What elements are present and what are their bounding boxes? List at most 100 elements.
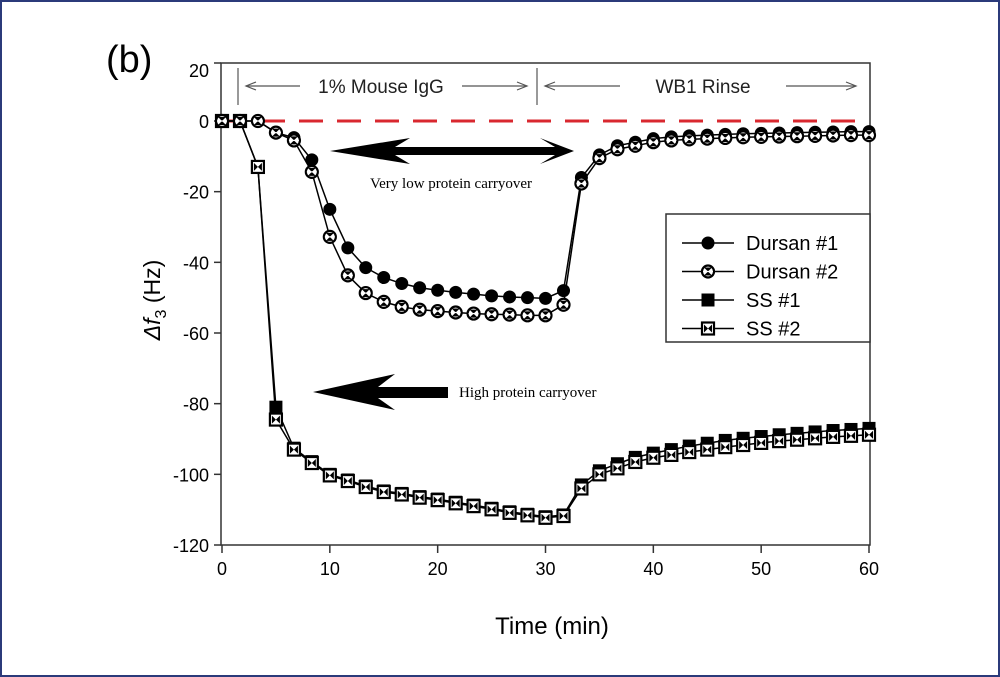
data-point: [286, 133, 302, 148]
marker-core: [541, 311, 550, 320]
data-point: [232, 113, 248, 129]
marker-bowtie: [361, 483, 370, 492]
panel-label: (b): [106, 39, 152, 81]
x-tick-label: 40: [643, 559, 663, 579]
data-point: [467, 287, 481, 301]
data-point: [395, 277, 409, 291]
data-point: [377, 271, 391, 285]
data-point: [538, 308, 553, 323]
data-point: [646, 450, 661, 465]
data-point: [825, 429, 841, 444]
marker-core: [505, 310, 514, 319]
marker-bowtie: [811, 434, 820, 443]
y-tick-label: -80: [183, 395, 209, 415]
data-point: [789, 432, 805, 447]
y-tick-label: -100: [173, 465, 209, 485]
data-point: [268, 125, 284, 140]
data-point: [484, 307, 499, 322]
marker-core: [559, 300, 568, 309]
marker-core: [703, 134, 712, 143]
marker-box: [484, 502, 499, 517]
marker-bowtie: [325, 471, 334, 480]
data-point: [700, 131, 715, 146]
data-point: [358, 285, 373, 301]
marker-bowtie: [865, 430, 873, 439]
marker-bowtie: [757, 438, 766, 447]
marker-core: [271, 128, 280, 137]
data-point: [412, 302, 427, 317]
marker-bowtie: [559, 512, 568, 521]
data-point: [340, 473, 355, 489]
data-point: [340, 268, 355, 283]
marker-bowtie: [379, 488, 388, 496]
data-point: [664, 447, 679, 462]
marker-core: [595, 154, 604, 163]
marker-bowtie: [685, 448, 694, 457]
phase-label-rinse: WB1 Rinse: [655, 77, 750, 98]
marker-bowtie: [343, 477, 352, 486]
data-point: [628, 138, 643, 153]
marker-bowtie: [704, 324, 712, 333]
marker-bowtie: [451, 499, 460, 508]
legend-label: Dursan #1: [746, 233, 838, 255]
legend-item: SS #1: [682, 290, 800, 312]
x-tick-label: 30: [535, 559, 555, 579]
marker-core: [577, 179, 586, 188]
y-tick-label: 0: [199, 112, 209, 132]
marker-bowtie: [667, 450, 676, 459]
legend-marker-icon: [700, 321, 716, 336]
data-point: [610, 461, 625, 476]
data-point: [305, 153, 319, 167]
marker-bowtie: [739, 441, 748, 450]
data-point: [304, 455, 319, 471]
data-point: [286, 442, 302, 457]
marker-core: [829, 131, 838, 140]
marker-bowtie: [433, 496, 442, 505]
marker-bowtie: [469, 502, 478, 511]
data-point: [718, 440, 733, 455]
phase-arrow-rinse: [543, 81, 858, 91]
x-tick-label: 60: [859, 559, 879, 579]
marker-bowtie: [595, 470, 604, 479]
data-point: [718, 130, 733, 146]
data-point: [502, 307, 517, 322]
phase-arrow-igg: [244, 81, 529, 91]
data-point: [413, 281, 427, 295]
data-point: [322, 229, 337, 244]
marker-core: [775, 132, 784, 141]
data-point: [466, 306, 481, 321]
data-point: [485, 289, 499, 303]
data-point: [538, 510, 553, 525]
data-point: [556, 508, 571, 524]
marker-core: [721, 133, 730, 142]
data-point: [431, 283, 445, 297]
marker-core: [236, 117, 245, 125]
marker-core: [793, 132, 802, 141]
marker-bowtie: [487, 505, 496, 514]
data-point: [214, 113, 230, 129]
data-point: [448, 496, 463, 511]
data-point: [736, 437, 751, 453]
marker-bowtie: [703, 445, 712, 454]
data-point: [754, 435, 769, 450]
data-point: [646, 135, 661, 150]
marker-core: [289, 136, 298, 145]
marker-core: [523, 311, 532, 320]
y-tick-label: -60: [183, 324, 209, 344]
marker-core: [757, 132, 766, 141]
legend-label: SS #2: [746, 319, 800, 341]
marker-core: [739, 133, 748, 142]
data-point: [503, 290, 517, 304]
x-tick-label: 50: [751, 559, 771, 579]
marker-core: [253, 117, 262, 125]
data-point: [341, 241, 355, 255]
data-point: [412, 490, 427, 505]
data-point: [682, 132, 697, 147]
marker-core: [704, 267, 712, 276]
marker-core: [307, 167, 316, 176]
data-point: [825, 128, 841, 143]
marker-core: [451, 308, 460, 317]
annotation-text-low: Very low protein carryover: [370, 176, 532, 192]
marker-bowtie: [649, 453, 658, 462]
annotation-text-high: High protein carryover: [459, 385, 596, 401]
